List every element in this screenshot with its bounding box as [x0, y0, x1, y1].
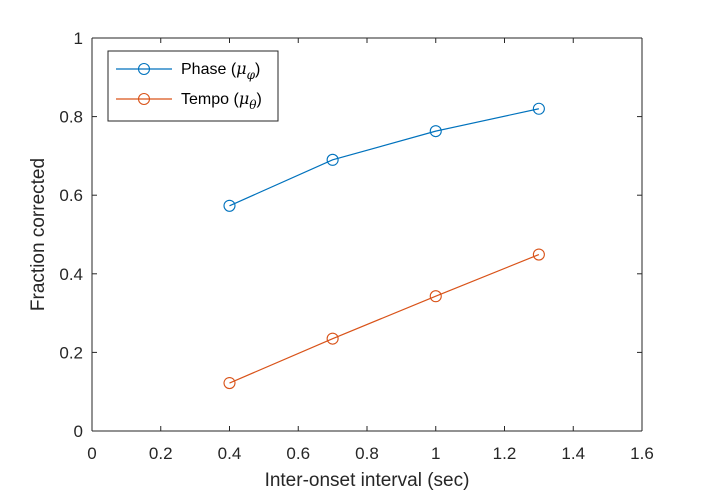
legend-marker: [137, 92, 151, 106]
legend-series-name: Tempo: [181, 91, 229, 108]
data-point: [429, 125, 442, 138]
legend-label: Tempo (μθ): [181, 89, 262, 112]
plot-series: [223, 102, 545, 390]
legend-close-paren: ): [256, 91, 261, 108]
y-axis-label: Fraction corrected: [28, 158, 49, 311]
y-tick-label: 0.8: [59, 108, 83, 127]
series-phase: [223, 102, 545, 212]
y-tick-label: 0: [74, 422, 83, 441]
data-point: [223, 199, 236, 212]
x-axis-ticks: 0 0.2 0.4 0.6 0.8 1 1.2 1.4 1.6: [87, 38, 654, 463]
legend-marker: [137, 62, 151, 76]
series-tempo: [223, 248, 545, 390]
data-point: [429, 290, 442, 303]
legend-close-paren: ): [255, 61, 260, 78]
y-tick-label: 0.4: [59, 265, 83, 284]
y-tick-label: 0.6: [59, 186, 83, 205]
legend-open-paren: (: [229, 91, 239, 108]
data-point: [326, 332, 339, 345]
y-axis-ticks: 0 0.2 0.4 0.6 0.8 1: [59, 29, 642, 441]
legend-subscript: θ: [249, 98, 257, 112]
data-point: [532, 248, 545, 261]
legend: Phase (μφ)Tempo (μθ): [107, 50, 279, 122]
data-point: [326, 153, 339, 166]
x-tick-label: 1: [431, 444, 440, 463]
legend-label: Phase (μφ): [181, 59, 260, 82]
series-line-phase: [229, 108, 540, 207]
x-tick-label: 0.8: [355, 444, 379, 463]
y-tick-label: 0.2: [59, 343, 83, 362]
x-tick-label: 1.4: [561, 444, 585, 463]
legend-open-paren: (: [226, 61, 236, 78]
legend-subscript: φ: [247, 68, 256, 82]
x-tick-label: 0.4: [218, 444, 242, 463]
x-tick-label: 0.2: [149, 444, 173, 463]
x-tick-label: 0.6: [286, 444, 310, 463]
x-tick-label: 1.2: [493, 444, 517, 463]
x-axis-label: Inter-onset interval (sec): [265, 470, 470, 491]
data-point: [223, 377, 236, 390]
x-tick-label: 1.6: [630, 444, 654, 463]
legend-symbol: μ: [239, 89, 249, 108]
legend-box: [107, 50, 279, 122]
legend-symbol: μ: [236, 59, 246, 78]
x-tick-label: 0: [87, 444, 96, 463]
data-point: [532, 102, 545, 115]
series-line-tempo: [229, 253, 540, 384]
y-tick-label: 1: [74, 29, 83, 48]
legend-series-name: Phase: [181, 61, 226, 78]
